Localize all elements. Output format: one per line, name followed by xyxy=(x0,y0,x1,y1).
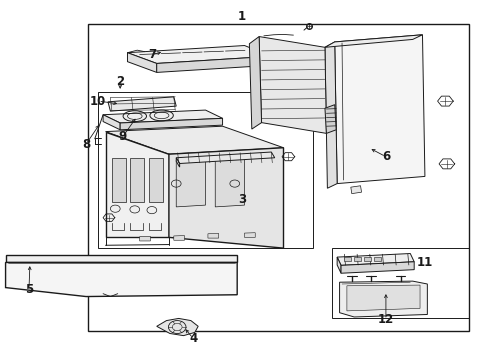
Polygon shape xyxy=(120,118,222,130)
Polygon shape xyxy=(105,126,283,154)
Polygon shape xyxy=(140,236,150,241)
Polygon shape xyxy=(176,158,205,207)
Polygon shape xyxy=(363,257,370,261)
Polygon shape xyxy=(325,42,336,188)
Polygon shape xyxy=(168,148,283,248)
Polygon shape xyxy=(373,257,380,261)
Polygon shape xyxy=(112,158,125,202)
Polygon shape xyxy=(207,233,218,238)
Text: 3: 3 xyxy=(238,193,245,206)
Polygon shape xyxy=(215,158,244,207)
Polygon shape xyxy=(336,253,413,265)
Polygon shape xyxy=(325,35,422,47)
Polygon shape xyxy=(176,158,179,167)
Polygon shape xyxy=(127,53,157,72)
Polygon shape xyxy=(249,37,261,129)
Polygon shape xyxy=(340,262,413,273)
Text: 11: 11 xyxy=(416,256,432,269)
Polygon shape xyxy=(103,115,120,130)
Text: 1: 1 xyxy=(238,10,245,23)
Polygon shape xyxy=(259,37,326,134)
Polygon shape xyxy=(105,132,168,237)
Polygon shape xyxy=(149,158,162,202)
Polygon shape xyxy=(325,105,335,134)
Text: 4: 4 xyxy=(189,332,197,345)
Text: 9: 9 xyxy=(118,130,126,144)
Text: 7: 7 xyxy=(147,48,156,61)
Polygon shape xyxy=(5,255,237,262)
Polygon shape xyxy=(344,257,350,261)
Polygon shape xyxy=(103,110,222,123)
Polygon shape xyxy=(353,257,360,261)
Polygon shape xyxy=(108,97,176,111)
Polygon shape xyxy=(127,45,271,63)
Polygon shape xyxy=(346,285,419,311)
Polygon shape xyxy=(176,152,274,163)
Text: 12: 12 xyxy=(377,313,393,327)
Text: 8: 8 xyxy=(81,138,90,150)
Polygon shape xyxy=(130,158,144,202)
Text: 10: 10 xyxy=(90,95,106,108)
Polygon shape xyxy=(5,262,237,297)
Polygon shape xyxy=(244,233,255,237)
Polygon shape xyxy=(173,235,184,240)
Polygon shape xyxy=(350,186,361,194)
Polygon shape xyxy=(334,35,424,184)
Polygon shape xyxy=(339,281,427,317)
Text: 5: 5 xyxy=(25,283,33,296)
Text: 6: 6 xyxy=(381,150,389,163)
Polygon shape xyxy=(336,257,340,273)
Text: 2: 2 xyxy=(116,75,124,88)
Polygon shape xyxy=(157,319,198,336)
Polygon shape xyxy=(157,56,271,72)
